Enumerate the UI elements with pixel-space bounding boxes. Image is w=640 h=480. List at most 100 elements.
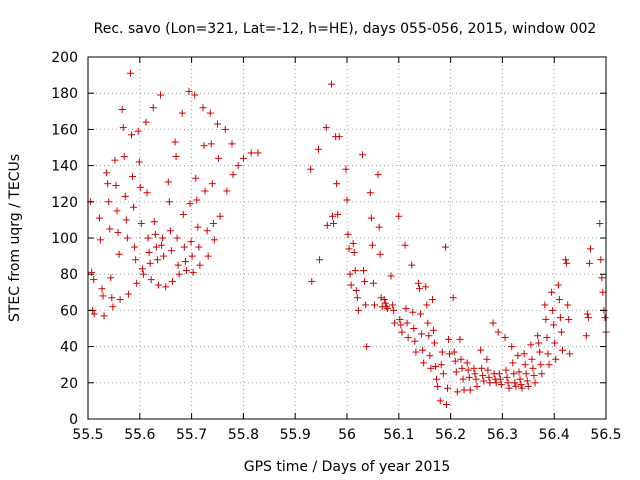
data-point xyxy=(114,229,122,237)
data-point xyxy=(334,210,342,218)
data-point xyxy=(538,370,546,378)
data-point xyxy=(465,373,473,381)
data-point xyxy=(380,296,388,304)
data-point xyxy=(453,388,461,396)
data-point xyxy=(377,294,385,302)
data-point xyxy=(391,319,399,327)
data-point xyxy=(528,355,536,363)
data-point xyxy=(315,145,323,153)
x-tick-label: 55.7 xyxy=(176,427,207,443)
data-point xyxy=(544,350,552,358)
data-point xyxy=(111,156,119,164)
data-point xyxy=(523,377,531,385)
data-point xyxy=(147,276,155,284)
data-point xyxy=(130,203,138,211)
data-point xyxy=(347,281,355,289)
data-point xyxy=(552,355,560,363)
y-tick-label: 20 xyxy=(60,376,78,392)
data-point xyxy=(203,227,211,235)
data-point xyxy=(541,301,549,309)
data-point xyxy=(193,196,201,204)
data-point xyxy=(367,214,375,222)
data-point xyxy=(383,305,391,313)
data-point xyxy=(542,315,550,323)
data-point xyxy=(460,386,468,394)
data-point xyxy=(362,301,370,309)
data-point xyxy=(160,252,168,260)
data-point xyxy=(363,343,371,351)
data-point xyxy=(228,140,236,148)
data-point xyxy=(557,328,565,336)
data-point xyxy=(349,239,357,247)
data-point xyxy=(128,131,136,139)
data-point xyxy=(534,332,542,340)
data-point xyxy=(599,288,607,296)
y-tick-label: 120 xyxy=(51,195,78,211)
data-point xyxy=(527,341,535,349)
data-point xyxy=(484,366,492,374)
y-tick-label: 80 xyxy=(60,267,78,283)
data-point xyxy=(497,381,505,389)
data-point xyxy=(496,375,504,383)
data-point xyxy=(335,133,343,141)
data-point xyxy=(504,379,512,387)
data-point xyxy=(425,332,433,340)
data-point xyxy=(368,241,376,249)
data-point xyxy=(209,220,217,228)
data-point xyxy=(167,247,175,255)
data-point xyxy=(456,335,464,343)
data-point xyxy=(221,125,229,133)
data-point xyxy=(438,348,446,356)
data-point xyxy=(414,279,422,287)
data-point xyxy=(135,158,143,166)
data-point xyxy=(417,310,425,318)
data-point xyxy=(100,312,108,320)
data-point xyxy=(470,364,478,372)
data-point xyxy=(555,296,563,304)
y-tick-labels: 0 20 40 60 80 100 120 140 160 180 200 xyxy=(51,50,78,428)
data-point xyxy=(215,154,223,162)
data-point xyxy=(153,256,161,264)
data-point xyxy=(433,375,441,383)
data-point xyxy=(345,245,353,253)
data-point xyxy=(395,212,403,220)
data-point xyxy=(549,306,557,314)
x-tick-label: 55.6 xyxy=(124,427,155,443)
data-point xyxy=(107,274,115,282)
data-point xyxy=(189,268,197,276)
data-point xyxy=(554,281,562,289)
data-point xyxy=(121,192,129,200)
data-point xyxy=(361,277,369,285)
data-point xyxy=(494,328,502,336)
data-point xyxy=(168,277,176,285)
data-point xyxy=(516,375,524,383)
data-point xyxy=(316,256,324,264)
data-point xyxy=(471,370,479,378)
data-point xyxy=(432,363,440,371)
data-point xyxy=(586,245,594,253)
data-point xyxy=(191,91,199,99)
data-point xyxy=(131,243,139,251)
data-point xyxy=(486,379,494,387)
grid-layer xyxy=(88,57,606,419)
data-point xyxy=(422,283,430,291)
data-point xyxy=(436,397,444,405)
data-point xyxy=(428,296,436,304)
data-point xyxy=(139,270,147,278)
data-point xyxy=(159,234,167,242)
data-point xyxy=(307,165,315,173)
data-point xyxy=(492,379,500,387)
data-point xyxy=(449,294,457,302)
data-point xyxy=(563,259,571,267)
data-point xyxy=(424,319,432,327)
data-point xyxy=(346,270,354,278)
data-point xyxy=(450,348,458,356)
data-point xyxy=(223,187,231,195)
data-point xyxy=(187,238,195,246)
data-point xyxy=(430,326,438,334)
data-point xyxy=(119,124,127,132)
data-point xyxy=(381,299,389,307)
data-point xyxy=(477,346,485,354)
x-tick-label: 56.3 xyxy=(487,427,518,443)
data-point xyxy=(382,303,390,311)
